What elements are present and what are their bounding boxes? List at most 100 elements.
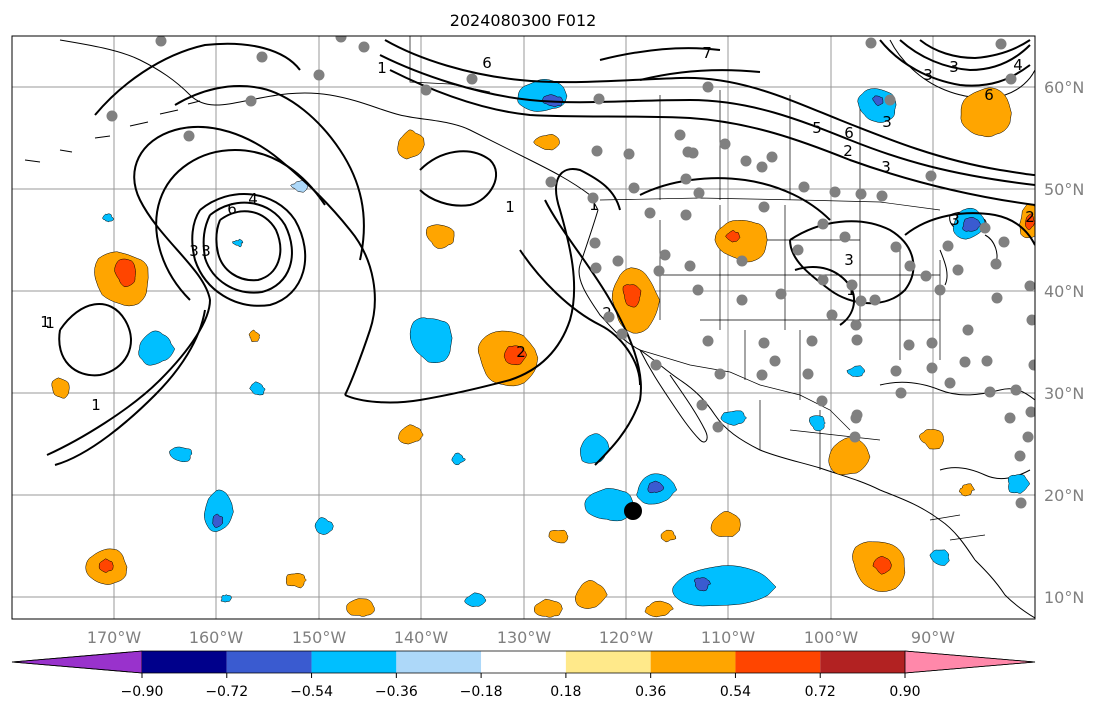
station-dot bbox=[1015, 451, 1026, 462]
station-dot bbox=[803, 369, 814, 380]
station-dot bbox=[592, 146, 603, 157]
contour-label: 7 bbox=[702, 44, 712, 62]
longitude-label: 130°W bbox=[497, 628, 552, 647]
longitude-label: 120°W bbox=[599, 628, 654, 647]
colorbar-min-extension bbox=[12, 651, 142, 673]
station-dot bbox=[1027, 315, 1038, 326]
colorbar-max-extension bbox=[905, 651, 1035, 673]
station-dot bbox=[935, 285, 946, 296]
contour-label: 3 bbox=[201, 242, 211, 260]
station-dot bbox=[737, 295, 748, 306]
station-dot bbox=[314, 70, 325, 81]
station-dot bbox=[156, 36, 167, 47]
station-dot bbox=[604, 312, 615, 323]
station-dot bbox=[737, 256, 748, 267]
colorbar-segment bbox=[227, 651, 312, 673]
station-dot bbox=[685, 261, 696, 272]
station-dot bbox=[757, 370, 768, 381]
station-dot bbox=[697, 400, 708, 411]
contour-label: 2 bbox=[516, 343, 526, 361]
station-dot bbox=[546, 177, 557, 188]
station-dot bbox=[856, 189, 867, 200]
colorbar-segment bbox=[142, 651, 227, 673]
station-dot bbox=[1006, 74, 1017, 85]
colorbar-tick-label: 0.54 bbox=[720, 684, 751, 700]
longitude-label: 140°W bbox=[394, 628, 449, 647]
colorbar-segment bbox=[735, 651, 820, 673]
contour-label: 6 bbox=[482, 54, 492, 72]
station-dot bbox=[770, 356, 781, 367]
colorbar-tick-label: −0.72 bbox=[205, 684, 248, 700]
station-dot bbox=[943, 241, 954, 252]
longitude-label: 150°W bbox=[292, 628, 347, 647]
station-dot bbox=[654, 266, 665, 277]
station-dot bbox=[467, 74, 478, 85]
station-dot bbox=[817, 396, 828, 407]
station-dot bbox=[713, 422, 724, 433]
contour-label: 6 bbox=[227, 200, 237, 218]
contour-label: 6 bbox=[984, 86, 994, 104]
station-dot bbox=[866, 38, 877, 49]
station-dot bbox=[660, 250, 671, 261]
station-dot bbox=[793, 245, 804, 256]
station-dot bbox=[588, 193, 599, 204]
contour-label: 3 bbox=[189, 242, 199, 260]
contour-label: 4 bbox=[248, 190, 258, 208]
figure-title: 2024080300 F012 bbox=[450, 11, 597, 30]
positive-anomaly-area bbox=[286, 573, 306, 588]
station-dot bbox=[107, 111, 118, 122]
station-dot bbox=[963, 325, 974, 336]
colorbar: −0.90 −0.72 −0.54 −0.36 −0.18 0.18 0.36 0.54 0.7… bbox=[12, 651, 1035, 700]
station-dot bbox=[1029, 360, 1040, 371]
contour-label: 1 bbox=[40, 313, 50, 331]
colorbar-tick-label: 0.18 bbox=[550, 684, 581, 700]
station-dot bbox=[904, 340, 915, 351]
colorbar-segment bbox=[820, 651, 905, 673]
station-dot bbox=[1005, 413, 1016, 424]
longitude-label: 170°W bbox=[87, 628, 142, 647]
station-dot bbox=[877, 191, 888, 202]
colorbar-segment bbox=[312, 651, 397, 673]
contour-label: 2 bbox=[1025, 208, 1035, 226]
colorbar-tick-label: 0.72 bbox=[805, 684, 836, 700]
station-dot bbox=[847, 280, 858, 291]
station-dot bbox=[891, 366, 902, 377]
station-dot bbox=[617, 329, 628, 340]
station-dot bbox=[980, 223, 991, 234]
colorbar-tick-label: −0.18 bbox=[460, 684, 503, 700]
station-dot bbox=[856, 296, 867, 307]
contour-label: 1 bbox=[91, 396, 101, 414]
station-dot bbox=[184, 131, 195, 142]
station-dot bbox=[675, 130, 686, 141]
station-dot bbox=[590, 238, 601, 249]
map-area: 146331167322336456321313211 bbox=[12, 32, 1041, 620]
station-dot bbox=[336, 32, 347, 43]
station-dot bbox=[246, 96, 257, 107]
station-dot bbox=[1023, 432, 1034, 443]
latitude-label: 30°N bbox=[1044, 384, 1084, 403]
negative-anomaly-area bbox=[221, 595, 231, 602]
station-dot bbox=[999, 237, 1010, 248]
contour-label: 6 bbox=[844, 124, 854, 142]
station-dot bbox=[629, 183, 640, 194]
station-dot bbox=[694, 188, 705, 199]
contour-label: 3 bbox=[950, 211, 960, 229]
station-dot bbox=[896, 388, 907, 399]
longitude-label: 90°W bbox=[911, 628, 955, 647]
station-dot bbox=[852, 410, 863, 421]
contour-label: 2 bbox=[843, 142, 853, 160]
station-dot bbox=[759, 202, 770, 213]
station-dot bbox=[927, 363, 938, 374]
longitude-label: 110°W bbox=[701, 628, 756, 647]
station-dot bbox=[257, 52, 268, 63]
station-dot bbox=[613, 256, 624, 267]
colorbar-tick-label: 0.90 bbox=[889, 684, 920, 700]
colorbar-tick-label: −0.90 bbox=[121, 684, 164, 700]
station-dot bbox=[759, 338, 770, 349]
latitude-labels: 60°N 50°N 40°N 30°N 20°N 10°N bbox=[1044, 78, 1084, 607]
station-dot bbox=[594, 94, 605, 105]
station-dot bbox=[703, 336, 714, 347]
latitude-label: 50°N bbox=[1044, 180, 1084, 199]
station-dot bbox=[703, 82, 714, 93]
colorbar-segment bbox=[396, 651, 481, 673]
